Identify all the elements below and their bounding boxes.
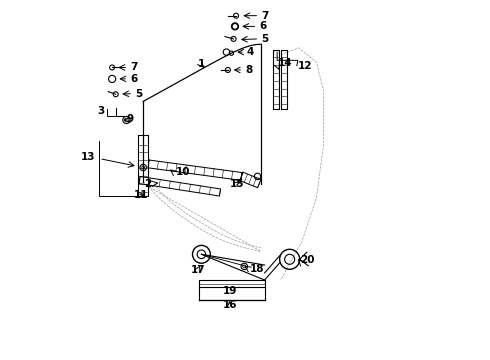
Text: 1: 1 (198, 59, 205, 69)
Text: 17: 17 (191, 265, 206, 275)
Text: 6: 6 (259, 21, 267, 31)
Text: 5: 5 (135, 89, 142, 99)
Text: 12: 12 (298, 62, 312, 71)
Text: 20: 20 (300, 255, 315, 265)
Text: 7: 7 (130, 63, 137, 72)
Text: 14: 14 (278, 58, 293, 68)
Text: 16: 16 (222, 300, 237, 310)
Text: 6: 6 (130, 74, 137, 84)
Text: 3: 3 (98, 107, 105, 116)
Text: 15: 15 (230, 179, 245, 189)
Text: 18: 18 (249, 264, 264, 274)
Text: 7: 7 (261, 11, 269, 21)
Text: 13: 13 (81, 152, 96, 162)
Text: 11: 11 (134, 190, 148, 200)
Text: 10: 10 (175, 167, 190, 177)
Text: 19: 19 (222, 286, 237, 296)
Text: 5: 5 (261, 34, 269, 44)
Text: 9: 9 (126, 114, 134, 124)
Text: 2: 2 (144, 179, 151, 189)
Text: 8: 8 (245, 65, 252, 75)
Text: 4: 4 (247, 47, 254, 57)
